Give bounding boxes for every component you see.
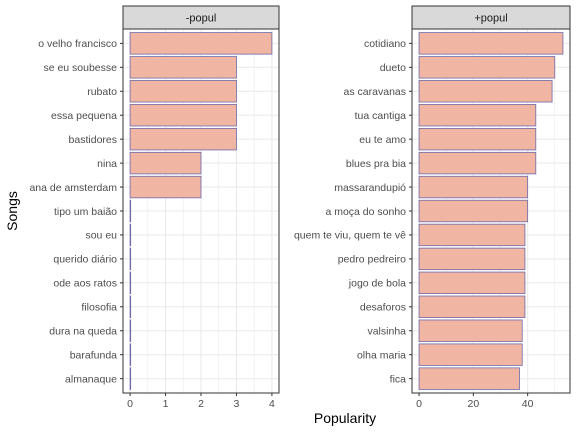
y-tick-label: nina — [97, 158, 117, 170]
facet-strip-label: +popul — [474, 13, 507, 25]
bar — [418, 80, 553, 103]
y-tick-label: cotidiano — [364, 38, 406, 50]
bar — [129, 247, 132, 271]
x-axis-title: Popularity — [314, 410, 376, 426]
bar — [418, 223, 526, 247]
y-tick-label: querido diário — [53, 254, 117, 266]
facet-strip-label: -popul — [186, 13, 217, 25]
bar — [418, 271, 526, 295]
y-tick-label: barafunda — [70, 349, 117, 361]
bar — [129, 367, 132, 390]
y-tick-label: blues pra bia — [346, 158, 406, 170]
bar — [129, 175, 202, 199]
x-tick-label: 2 — [198, 398, 204, 410]
x-tick-label: 0 — [416, 398, 422, 410]
bar — [418, 32, 564, 55]
bar — [129, 343, 132, 366]
y-tick-label: massarandupió — [334, 182, 406, 194]
panel-more-popular: +popul cotidiano dueto as caravanas tua cant… — [294, 5, 571, 410]
bar — [418, 295, 526, 318]
x-tick-label: 20 — [468, 398, 480, 410]
y-tick-label: olha maria — [357, 349, 406, 361]
y-tick-label: se eu soubesse — [43, 62, 117, 74]
bar — [129, 56, 237, 79]
y-tick-label: a moça do sonho — [325, 206, 406, 218]
bar — [129, 319, 132, 342]
y-tick-label: filosofia — [81, 302, 117, 314]
x-tick-label: 3 — [234, 398, 240, 410]
bar — [129, 223, 132, 247]
x-tick-label: 1 — [163, 398, 169, 410]
bar — [418, 247, 526, 271]
y-tick-label: ana de amsterdam — [29, 182, 117, 194]
y-tick-label: tipo um baião — [54, 206, 117, 218]
y-tick-label: dura na queda — [49, 326, 117, 338]
bar — [129, 295, 132, 318]
bar — [418, 343, 523, 366]
y-axis-title: Songs — [4, 191, 20, 231]
y-tick-label: quem te viu, quem te vê — [294, 230, 406, 242]
bar — [129, 127, 237, 151]
y-tick-label: bastidores — [69, 134, 117, 146]
bar — [418, 104, 537, 127]
bar — [129, 104, 237, 127]
x-tick-label: 40 — [522, 398, 534, 410]
bar — [418, 175, 529, 199]
bar — [418, 199, 529, 223]
panel-less-popular: -popul o velho francisco se eu soubesse rub… — [29, 5, 280, 410]
bar — [418, 319, 523, 342]
y-tick-label: valsinha — [367, 326, 406, 338]
bar — [129, 271, 132, 295]
y-tick-label: desaforos — [360, 302, 406, 314]
y-tick-label: ode aos ratos — [53, 278, 117, 290]
y-tick-label: o velho francisco — [38, 38, 117, 50]
bar — [418, 56, 556, 79]
bar — [129, 80, 237, 103]
y-tick-label: as caravanas — [344, 86, 406, 98]
y-tick-label: eu te amo — [359, 134, 406, 146]
y-tick-label: essa pequena — [51, 110, 117, 122]
bar — [418, 127, 537, 151]
x-tick-label: 4 — [269, 398, 275, 410]
bar — [129, 199, 132, 223]
y-tick-label: almanaque — [65, 373, 117, 385]
y-tick-label: tua cantiga — [355, 110, 407, 122]
y-tick-label: pedro pedreiro — [338, 254, 406, 266]
bar — [418, 151, 537, 175]
y-tick-label: dueto — [380, 62, 406, 74]
bar — [129, 32, 273, 55]
y-tick-label: fica — [390, 373, 407, 385]
y-tick-label: sou eu — [85, 230, 117, 242]
y-tick-label: jogo de bola — [348, 278, 406, 290]
x-tick-label: 0 — [127, 398, 133, 410]
y-tick-label: rubato — [87, 86, 117, 98]
bar — [129, 151, 202, 175]
bar — [418, 367, 520, 390]
